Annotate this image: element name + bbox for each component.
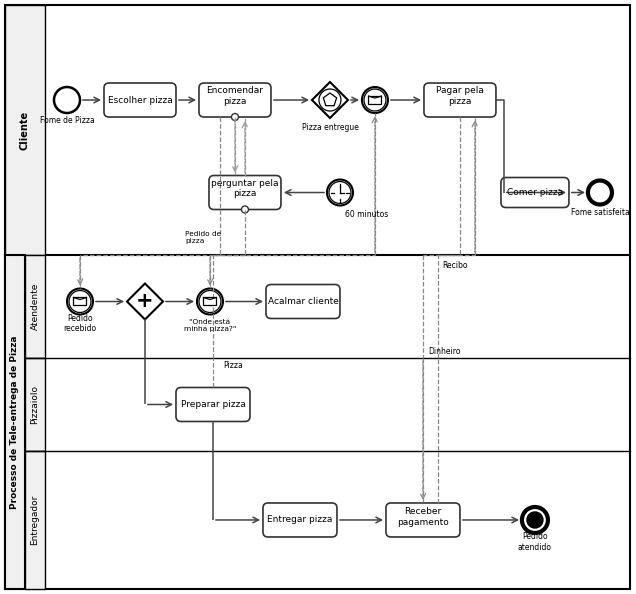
- FancyBboxPatch shape: [176, 387, 250, 422]
- Text: perguntar pela
pizza: perguntar pela pizza: [211, 179, 279, 198]
- FancyBboxPatch shape: [266, 285, 340, 318]
- Text: Recibo: Recibo: [442, 261, 467, 270]
- Text: Fome de Pizza: Fome de Pizza: [39, 115, 94, 125]
- Text: Cliente: Cliente: [20, 110, 30, 150]
- Bar: [25, 451, 45, 589]
- Text: Atendente: Atendente: [31, 283, 39, 330]
- FancyBboxPatch shape: [501, 178, 569, 207]
- Text: +: +: [136, 292, 154, 311]
- Text: Pedido de
pizza: Pedido de pizza: [185, 230, 221, 244]
- Text: Pizzaiolo: Pizzaiolo: [31, 385, 39, 424]
- Circle shape: [232, 113, 238, 121]
- Text: "Onde está
minha pizza?": "Onde está minha pizza?": [184, 319, 236, 332]
- Circle shape: [522, 507, 548, 533]
- Circle shape: [327, 179, 353, 206]
- Bar: [204, 298, 216, 305]
- Polygon shape: [312, 82, 348, 118]
- FancyBboxPatch shape: [104, 83, 176, 117]
- Circle shape: [242, 206, 249, 213]
- Circle shape: [54, 87, 80, 113]
- Bar: [25, 255, 45, 358]
- Text: Entregar pizza: Entregar pizza: [267, 516, 333, 525]
- Circle shape: [588, 181, 612, 204]
- Text: Entregador: Entregador: [31, 495, 39, 545]
- Circle shape: [67, 289, 93, 314]
- Text: Receber
pagamento: Receber pagamento: [397, 507, 449, 527]
- FancyBboxPatch shape: [199, 83, 271, 117]
- Bar: [5, 255, 25, 589]
- FancyBboxPatch shape: [263, 503, 337, 537]
- Text: Preparar pizza: Preparar pizza: [181, 400, 245, 409]
- FancyBboxPatch shape: [386, 503, 460, 537]
- Text: Pedido
atendido: Pedido atendido: [518, 532, 552, 552]
- Text: Pagar pela
pizza: Pagar pela pizza: [436, 86, 484, 106]
- Bar: [25, 358, 45, 451]
- Text: Pizza: Pizza: [223, 362, 243, 371]
- FancyBboxPatch shape: [209, 175, 281, 210]
- Bar: [368, 96, 382, 104]
- Text: Dinheiro: Dinheiro: [428, 347, 460, 356]
- Circle shape: [362, 87, 388, 113]
- Text: 60 minutos: 60 minutos: [345, 210, 388, 219]
- Text: Acalmar cliente: Acalmar cliente: [268, 297, 338, 306]
- Text: Processo de Tele-entrega de Pizza: Processo de Tele-entrega de Pizza: [11, 335, 20, 508]
- Text: Comer pizza: Comer pizza: [507, 188, 563, 197]
- Text: Pedido
recebido: Pedido recebido: [64, 314, 97, 333]
- Bar: [5, 5, 45, 255]
- Bar: [74, 298, 86, 305]
- Circle shape: [527, 512, 543, 528]
- Text: Escolher pizza: Escolher pizza: [107, 96, 172, 105]
- Circle shape: [197, 289, 223, 314]
- Text: Encomendar
pizza: Encomendar pizza: [207, 86, 263, 106]
- Polygon shape: [127, 283, 163, 320]
- Text: Fome satisfeita: Fome satisfeita: [570, 208, 629, 217]
- FancyBboxPatch shape: [424, 83, 496, 117]
- Text: Pizza entregue: Pizza entregue: [301, 122, 359, 131]
